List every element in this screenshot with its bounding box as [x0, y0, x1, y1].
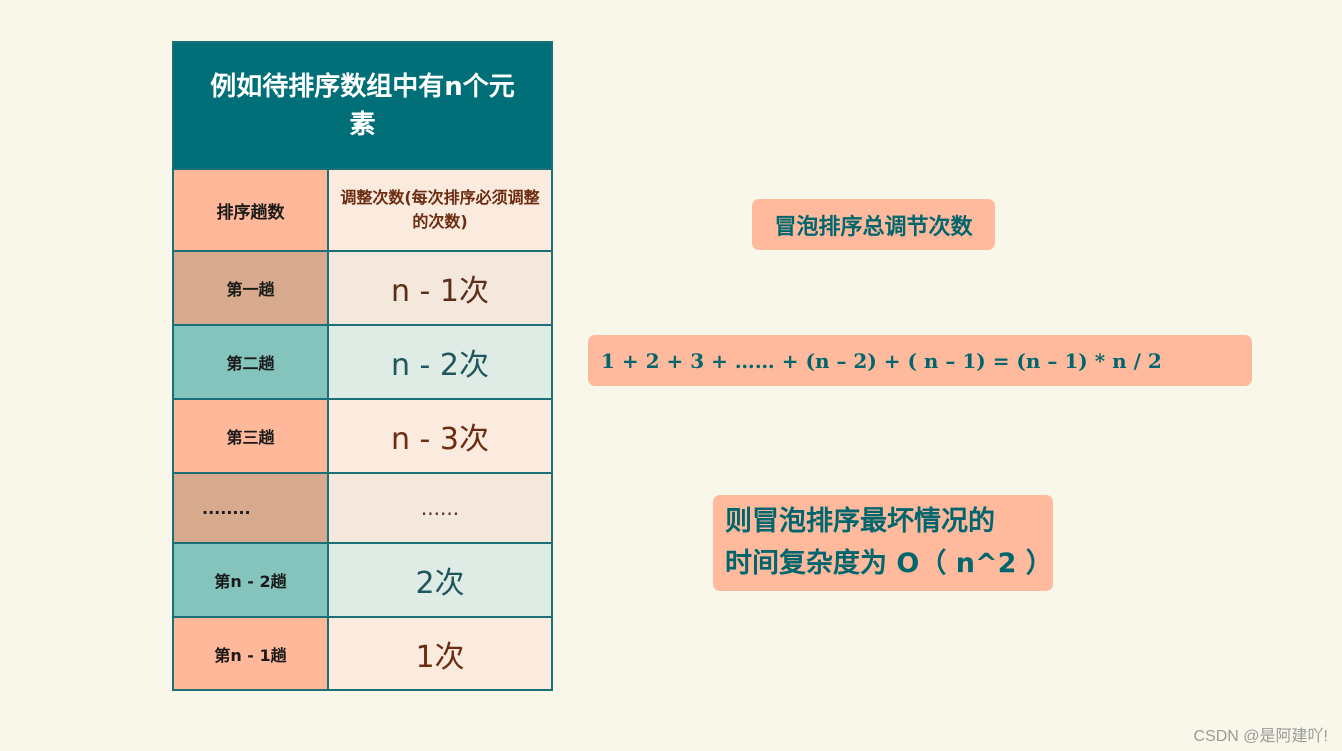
header-adjustments: 调整次数(每次排序必须调整的次数) [329, 170, 551, 250]
pass-cell: 第一趟 [174, 252, 327, 324]
pass-cell: 第n - 1趟 [174, 618, 327, 689]
count-cell: n - 1次 [329, 252, 551, 324]
table-row: 第二趟 n - 2次 [174, 326, 551, 398]
table-row: ........ ...... [174, 474, 551, 542]
pass-cell: ........ [174, 474, 327, 542]
table-title: 例如待排序数组中有n个元素 [174, 43, 551, 168]
table-row: 第三趟 n - 3次 [174, 400, 551, 472]
table-row: 第n - 1趟 1次 [174, 618, 551, 689]
passes-table: 例如待排序数组中有n个元素 排序趟数 调整次数(每次排序必须调整的次数) 第一趟… [172, 41, 553, 691]
pass-cell: 第三趟 [174, 400, 327, 472]
conclusion-line-2: 时间复杂度为 O（ n^2 ） [725, 548, 1053, 579]
watermark: CSDN @是阿建吖! [1193, 728, 1328, 745]
table-row: 第n - 2趟 2次 [174, 544, 551, 616]
total-adjustments-title: 冒泡排序总调节次数 [752, 199, 995, 250]
sum-formula: 1 + 2 + 3 + …… + (n – 2) + ( n – 1) = (n… [588, 335, 1252, 386]
conclusion-line-1: 则冒泡排序最坏情况的 [725, 506, 995, 537]
header-passes: 排序趟数 [174, 170, 327, 250]
count-cell: n - 2次 [329, 326, 551, 398]
count-cell: 1次 [329, 618, 551, 689]
table-row: 第一趟 n - 1次 [174, 252, 551, 324]
table-header-row: 排序趟数 调整次数(每次排序必须调整的次数) [174, 170, 551, 250]
count-cell: ...... [329, 474, 551, 542]
count-cell: 2次 [329, 544, 551, 616]
pass-cell: 第n - 2趟 [174, 544, 327, 616]
complexity-conclusion: 则冒泡排序最坏情况的 时间复杂度为 O（ n^2 ） [713, 495, 1053, 591]
pass-cell: 第二趟 [174, 326, 327, 398]
count-cell: n - 3次 [329, 400, 551, 472]
